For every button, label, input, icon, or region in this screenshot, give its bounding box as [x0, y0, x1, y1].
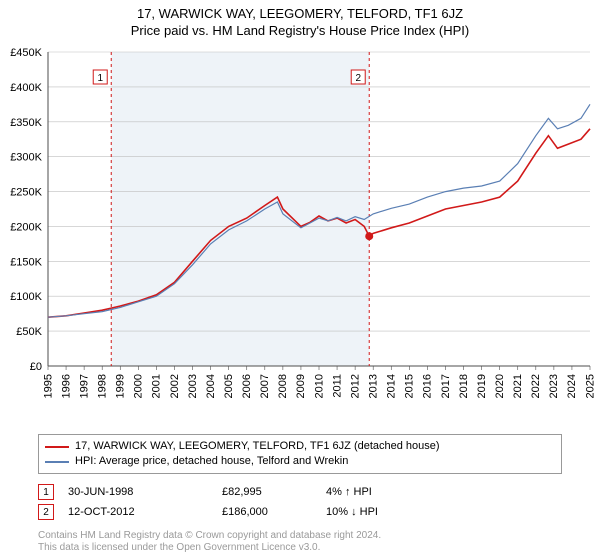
title-subtitle: Price paid vs. HM Land Registry's House …	[0, 23, 600, 38]
event-price: £186,000	[222, 506, 312, 518]
chart-svg: £0 £50K £100K £150K £200K £250K £300K £350K £400…	[0, 46, 600, 416]
svg-text:2018: 2018	[458, 374, 470, 398]
svg-text:1998: 1998	[96, 374, 108, 398]
svg-text:2003: 2003	[187, 374, 199, 398]
svg-text:2013: 2013	[368, 374, 380, 398]
svg-text:2020: 2020	[494, 374, 506, 398]
svg-text:2016: 2016	[422, 374, 434, 398]
svg-text:2001: 2001	[151, 374, 163, 398]
svg-text:1: 1	[97, 73, 103, 84]
svg-text:1997: 1997	[78, 374, 90, 398]
svg-text:1999: 1999	[115, 374, 127, 398]
svg-text:2011: 2011	[331, 374, 343, 398]
legend-swatch	[45, 446, 69, 448]
svg-text:1995: 1995	[42, 374, 54, 398]
svg-text:2014: 2014	[386, 374, 398, 398]
event-date: 30-JUN-1998	[68, 486, 208, 498]
svg-text:2004: 2004	[205, 374, 217, 398]
event-row: 1 30-JUN-1998 £82,995 4% ↑ HPI	[38, 482, 562, 502]
event-price: £82,995	[222, 486, 312, 498]
titles: 17, WARWICK WAY, LEEGOMERY, TELFORD, TF1…	[0, 0, 600, 38]
svg-text:2025: 2025	[584, 374, 596, 398]
event-date: 12-OCT-2012	[68, 506, 208, 518]
svg-text:£200K: £200K	[10, 221, 42, 233]
svg-text:£0: £0	[30, 361, 42, 373]
svg-text:1996: 1996	[60, 374, 72, 398]
footer-line-2: This data is licensed under the Open Gov…	[38, 542, 562, 554]
svg-text:£450K: £450K	[10, 47, 42, 59]
svg-text:2006: 2006	[241, 374, 253, 398]
svg-text:£50K: £50K	[16, 326, 42, 338]
event-marker-box: 1	[38, 484, 54, 500]
svg-text:2022: 2022	[530, 374, 542, 398]
svg-text:£150K: £150K	[10, 256, 42, 268]
svg-text:2: 2	[355, 73, 361, 84]
svg-text:2024: 2024	[566, 374, 578, 398]
legend-swatch	[45, 461, 69, 463]
events-table: 1 30-JUN-1998 £82,995 4% ↑ HPI 2 12-OCT-2012 £…	[38, 482, 562, 522]
svg-text:2017: 2017	[440, 374, 452, 398]
svg-text:2009: 2009	[295, 374, 307, 398]
legend-text: HPI: Average price, detached house, Telf…	[75, 454, 348, 469]
legend-text: 17, WARWICK WAY, LEEGOMERY, TELFORD, TF1…	[75, 439, 440, 454]
chart: £0 £50K £100K £150K £200K £250K £300K £350K £400…	[0, 46, 600, 416]
title-address: 17, WARWICK WAY, LEEGOMERY, TELFORD, TF1…	[0, 6, 600, 21]
footer: Contains HM Land Registry data © Crown c…	[38, 530, 562, 554]
event-pct: 10% ↓ HPI	[326, 506, 446, 518]
svg-text:2021: 2021	[512, 374, 524, 398]
event-marker-box: 2	[38, 504, 54, 520]
event-pct: 4% ↑ HPI	[326, 486, 446, 498]
svg-text:2005: 2005	[223, 374, 235, 398]
svg-text:2023: 2023	[548, 374, 560, 398]
svg-text:£100K: £100K	[10, 291, 42, 303]
svg-text:£250K: £250K	[10, 187, 42, 199]
svg-text:£300K: £300K	[10, 152, 42, 164]
svg-text:£400K: £400K	[10, 82, 42, 94]
svg-text:2002: 2002	[169, 374, 181, 398]
legend-row: HPI: Average price, detached house, Telf…	[45, 454, 555, 469]
footer-line-1: Contains HM Land Registry data © Crown c…	[38, 530, 562, 542]
chart-container: 17, WARWICK WAY, LEEGOMERY, TELFORD, TF1…	[0, 0, 600, 560]
legend: 17, WARWICK WAY, LEEGOMERY, TELFORD, TF1…	[38, 434, 562, 474]
legend-row: 17, WARWICK WAY, LEEGOMERY, TELFORD, TF1…	[45, 439, 555, 454]
svg-text:2000: 2000	[133, 374, 145, 398]
svg-text:2010: 2010	[313, 374, 325, 398]
svg-text:2019: 2019	[476, 374, 488, 398]
svg-text:2012: 2012	[349, 374, 361, 398]
svg-text:£350K: £350K	[10, 117, 42, 129]
svg-text:2007: 2007	[259, 374, 271, 398]
event-row: 2 12-OCT-2012 £186,000 10% ↓ HPI	[38, 502, 562, 522]
svg-text:2008: 2008	[277, 374, 289, 398]
svg-text:2015: 2015	[404, 374, 416, 398]
